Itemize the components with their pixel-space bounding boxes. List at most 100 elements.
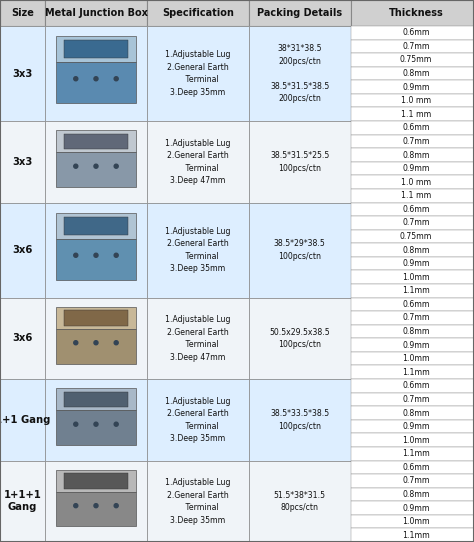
Bar: [55, 307, 137, 329]
Bar: [55, 329, 137, 364]
Bar: [351, 352, 474, 365]
Text: 1.Adjustable Lug
2.General Earth
   Terminal
3.Deep 35mm: 1.Adjustable Lug 2.General Earth Termina…: [165, 397, 231, 443]
Bar: [0, 461, 45, 542]
Text: 1.0 mm: 1.0 mm: [401, 178, 431, 186]
Bar: [48, 464, 144, 539]
Text: 1.0mm: 1.0mm: [402, 436, 430, 444]
Bar: [351, 434, 474, 447]
Bar: [351, 230, 474, 243]
Bar: [55, 388, 137, 410]
Text: 38.5*33.5*38.5
100pcs/ctn: 38.5*33.5*38.5 100pcs/ctn: [270, 409, 329, 430]
Ellipse shape: [114, 253, 118, 257]
Text: 1+1+1
Gang: 1+1+1 Gang: [4, 491, 41, 512]
Ellipse shape: [114, 341, 118, 345]
Bar: [351, 203, 474, 216]
Bar: [45, 0, 147, 26]
Text: 50.5x29.5x38.5
100pcs/ctn: 50.5x29.5x38.5 100pcs/ctn: [270, 327, 330, 349]
Text: 1.Adjustable Lug
2.General Earth
   Terminal
3.Deep 35mm: 1.Adjustable Lug 2.General Earth Termina…: [165, 50, 231, 97]
Bar: [45, 26, 147, 121]
Bar: [351, 257, 474, 270]
Text: Packing Details: Packing Details: [257, 8, 342, 18]
Bar: [351, 107, 474, 121]
Bar: [64, 217, 128, 235]
Text: 0.7mm: 0.7mm: [402, 137, 430, 146]
Ellipse shape: [114, 77, 118, 81]
Ellipse shape: [94, 77, 98, 81]
Bar: [0, 298, 45, 379]
Ellipse shape: [74, 422, 78, 426]
Text: 1.Adjustable Lug
2.General Earth
   Terminal
3.Deep 35mm: 1.Adjustable Lug 2.General Earth Termina…: [165, 227, 231, 273]
Bar: [351, 134, 474, 148]
Bar: [45, 298, 147, 379]
Bar: [55, 410, 137, 445]
Bar: [351, 379, 474, 392]
Bar: [48, 29, 144, 118]
Bar: [147, 203, 249, 298]
Text: 1.1 mm: 1.1 mm: [401, 110, 431, 119]
Text: 38.5*29*38.5
100pcs/ctn: 38.5*29*38.5 100pcs/ctn: [274, 240, 326, 261]
Text: 0.7mm: 0.7mm: [402, 313, 430, 322]
Bar: [351, 40, 474, 53]
Bar: [351, 365, 474, 379]
Text: 0.7mm: 0.7mm: [402, 476, 430, 486]
Text: 1.Adjustable Lug
2.General Earth
   Terminal
3.Deep 47mm: 1.Adjustable Lug 2.General Earth Termina…: [165, 139, 231, 185]
Text: 1+1 Gang: 1+1 Gang: [0, 415, 50, 425]
Text: Specification: Specification: [162, 8, 234, 18]
Text: 0.6mm: 0.6mm: [402, 300, 430, 309]
Bar: [0, 379, 45, 461]
Text: 1.1mm: 1.1mm: [402, 368, 430, 377]
Bar: [249, 298, 351, 379]
Bar: [0, 26, 45, 121]
Bar: [64, 40, 128, 59]
Text: 3x3: 3x3: [12, 68, 33, 79]
Bar: [351, 284, 474, 298]
Bar: [55, 36, 137, 62]
Text: 0.8mm: 0.8mm: [402, 246, 430, 255]
Bar: [351, 94, 474, 107]
Bar: [351, 298, 474, 311]
Bar: [55, 492, 137, 526]
Text: 1.1mm: 1.1mm: [402, 286, 430, 295]
Text: 1.0mm: 1.0mm: [402, 517, 430, 526]
Text: 0.6mm: 0.6mm: [402, 463, 430, 472]
Text: 38*31*38.5
200pcs/ctn

38.5*31.5*38.5
200pcs/ctn: 38*31*38.5 200pcs/ctn 38.5*31.5*38.5 200…: [270, 44, 329, 103]
Text: 51.5*38*31.5
80pcs/ctn: 51.5*38*31.5 80pcs/ctn: [274, 491, 326, 512]
Ellipse shape: [94, 253, 98, 257]
Text: 1.Adjustable Lug
2.General Earth
   Terminal
3.Deep 47mm: 1.Adjustable Lug 2.General Earth Termina…: [165, 315, 231, 362]
Ellipse shape: [94, 341, 98, 345]
Text: 0.6mm: 0.6mm: [402, 28, 430, 37]
Bar: [351, 515, 474, 528]
Bar: [249, 0, 351, 26]
Text: 38.5*31.5*25.5
100pcs/ctn: 38.5*31.5*25.5 100pcs/ctn: [270, 151, 329, 172]
Text: 0.7mm: 0.7mm: [402, 218, 430, 228]
Bar: [147, 298, 249, 379]
Ellipse shape: [74, 164, 78, 168]
Bar: [48, 124, 144, 199]
Bar: [0, 121, 45, 203]
Bar: [55, 213, 137, 239]
Bar: [64, 473, 128, 488]
Bar: [48, 301, 144, 376]
Bar: [55, 130, 137, 152]
Text: 0.9mm: 0.9mm: [402, 164, 430, 173]
Text: 0.8mm: 0.8mm: [402, 409, 430, 417]
Bar: [45, 379, 147, 461]
Bar: [351, 406, 474, 420]
Bar: [351, 53, 474, 67]
Text: 0.75mm: 0.75mm: [400, 55, 432, 64]
Text: 1.0mm: 1.0mm: [402, 273, 430, 282]
Text: 0.9mm: 0.9mm: [402, 259, 430, 268]
Bar: [351, 26, 474, 40]
Bar: [351, 311, 474, 325]
Bar: [351, 162, 474, 176]
Text: 0.75mm: 0.75mm: [400, 232, 432, 241]
Bar: [351, 474, 474, 488]
Text: 0.7mm: 0.7mm: [402, 395, 430, 404]
Text: 0.8mm: 0.8mm: [402, 69, 430, 78]
Text: 3x6: 3x6: [12, 245, 33, 255]
Bar: [351, 67, 474, 80]
Bar: [351, 148, 474, 162]
Bar: [55, 239, 137, 280]
Bar: [351, 121, 474, 134]
Bar: [249, 121, 351, 203]
